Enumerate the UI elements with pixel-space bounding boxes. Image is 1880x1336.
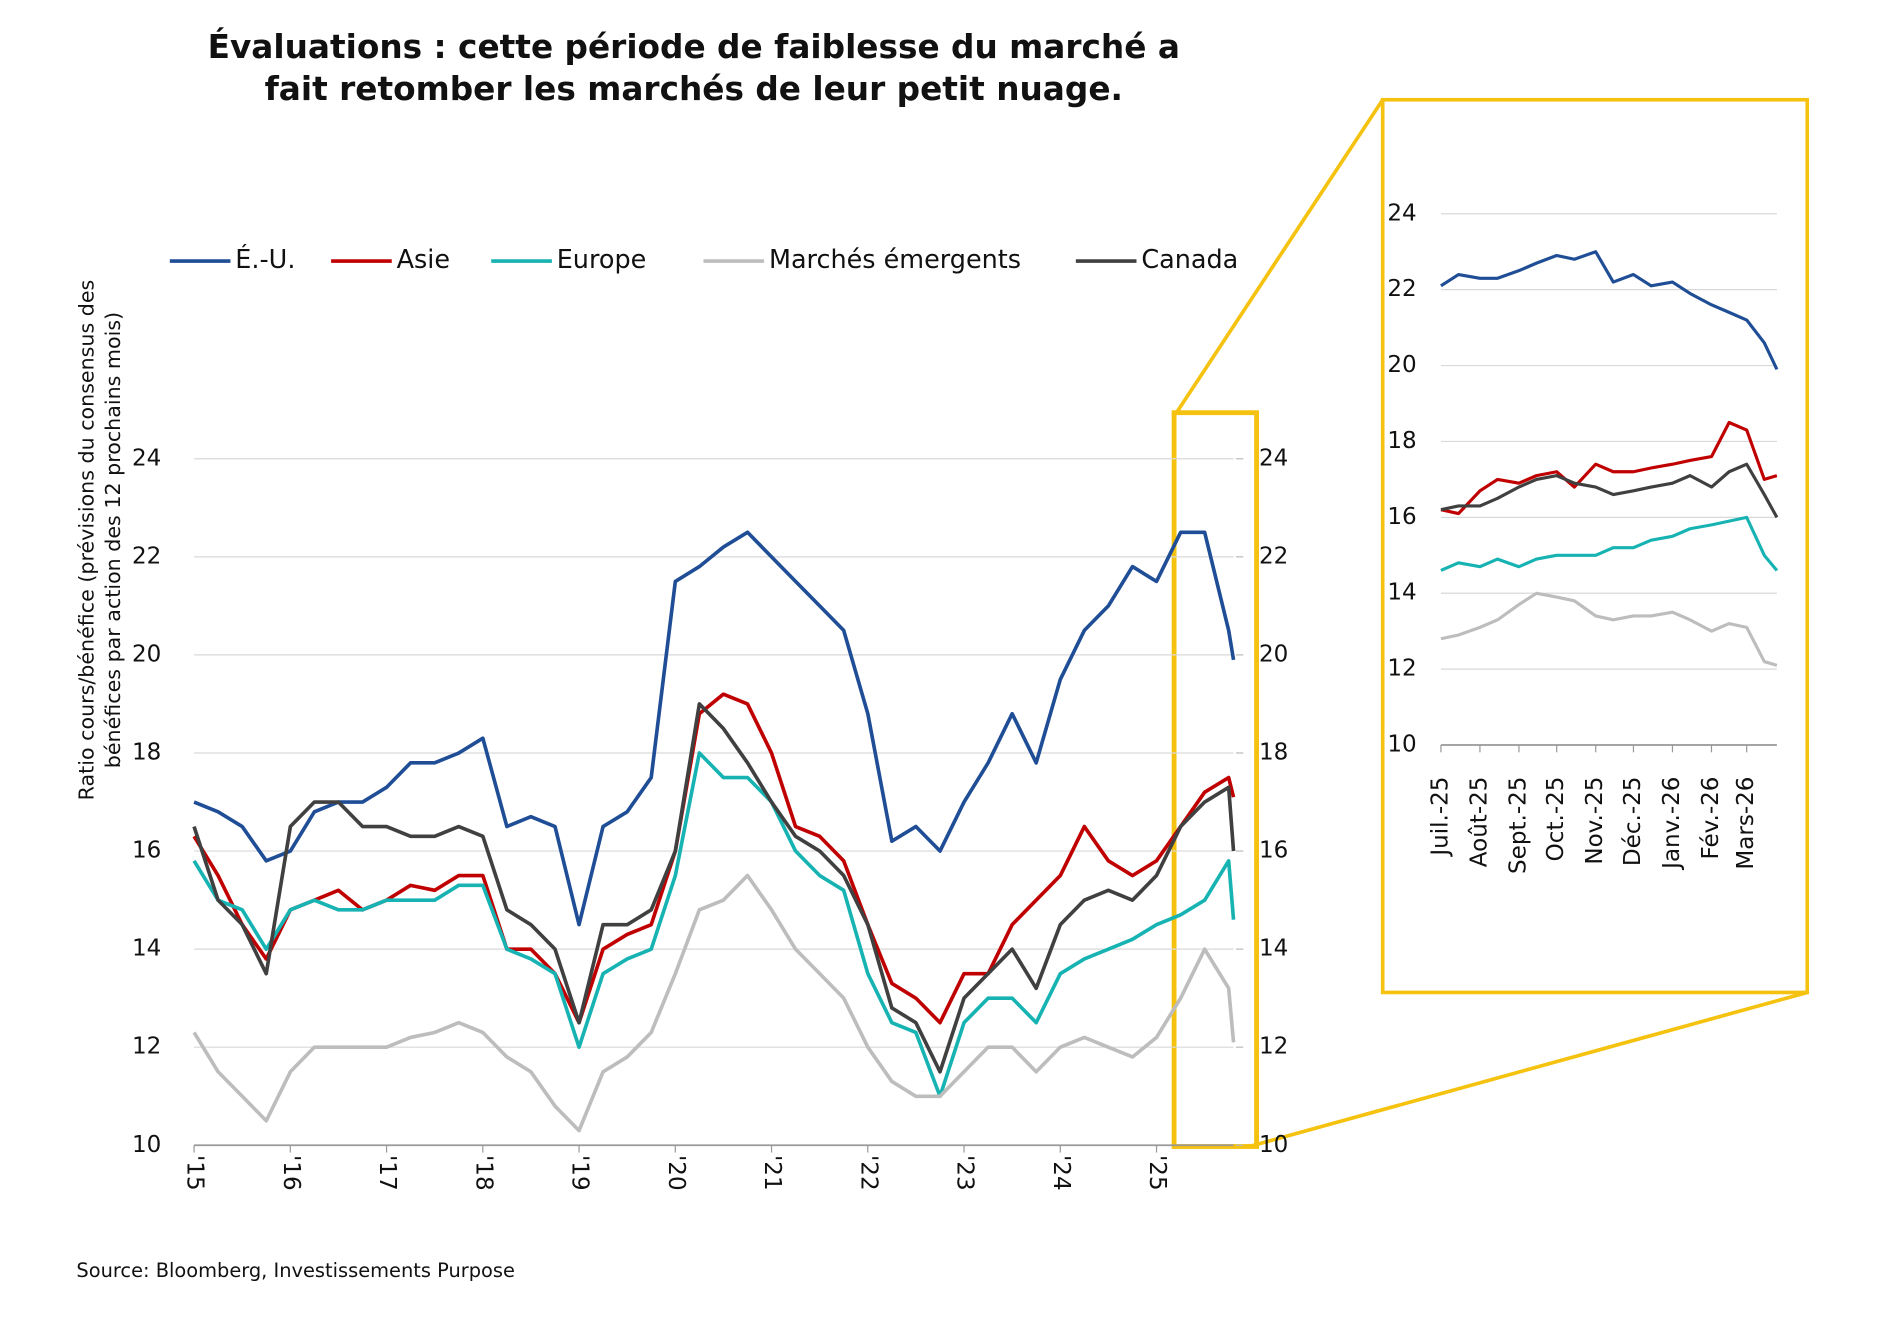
x-tick-label: Janv.-26 [1659, 777, 1685, 871]
x-tick-label: '19 [567, 1155, 593, 1191]
x-tick-label: Déc.-25 [1620, 777, 1646, 867]
y-tick-label: 18 [1387, 428, 1416, 454]
x-tick-group: Nov.-25 [1582, 777, 1608, 865]
y2-tick-label: 16 [1259, 838, 1288, 864]
series-line [192, 751, 1236, 1099]
series-line [192, 702, 1236, 1074]
x-tick-group: '24 [1048, 1155, 1074, 1191]
x-tick-label: '25 [1144, 1155, 1170, 1191]
y-tick-label: 14 [132, 936, 161, 962]
y-axis-label: bénéfices par action des 12 prochains mo… [101, 312, 125, 768]
x-tick-label: Mars-26 [1733, 777, 1759, 870]
y-tick-label: 10 [132, 1132, 161, 1158]
y-tick-label: 14 [1387, 580, 1416, 606]
y2-tick-label: 10 [1259, 1132, 1288, 1158]
x-tick-group: Déc.-25 [1620, 777, 1646, 867]
connector [1174, 98, 1385, 414]
y-tick-label: 18 [132, 739, 161, 765]
x-tick-group: Fév.-26 [1698, 777, 1724, 860]
x-tick-group: Mars-26 [1733, 777, 1759, 870]
x-tick-group: '20 [663, 1155, 689, 1191]
legend-label: Canada [1141, 245, 1238, 275]
series-line [192, 692, 1236, 1025]
y-tick-label: 12 [132, 1034, 161, 1060]
legend-label: Europe [557, 245, 647, 275]
x-tick-label: Sept.-25 [1505, 777, 1531, 874]
y-tick-label: 24 [132, 445, 161, 471]
legend-label: É.-U. [235, 245, 295, 275]
y-tick-label: 22 [132, 543, 161, 569]
y-tick-label: 10 [1387, 732, 1416, 758]
x-tick-label: '15 [182, 1155, 208, 1191]
y-tick-label: 22 [1387, 276, 1416, 302]
y2-tick-label: 18 [1259, 739, 1288, 765]
y2-tick-label: 20 [1259, 641, 1288, 667]
y-tick-label: 16 [132, 838, 161, 864]
series-line [1440, 591, 1778, 667]
y-tick-label: 24 [1387, 200, 1416, 226]
x-tick-label: Août-25 [1466, 777, 1492, 868]
x-tick-label: '22 [855, 1155, 881, 1191]
x-tick-group: '23 [952, 1155, 978, 1191]
source: Source: Bloomberg, Investissements Purpo… [76, 1259, 515, 1282]
x-tick-group: '16 [278, 1155, 304, 1191]
series-line [1440, 420, 1778, 516]
x-tick-group: Août-25 [1466, 777, 1492, 868]
zoom-box [1171, 410, 1259, 1149]
x-tick-group: Juil.-25 [1427, 777, 1453, 858]
x-tick-label: '21 [759, 1155, 785, 1191]
y2-tick-label: 22 [1259, 543, 1288, 569]
y-tick-label: 20 [1387, 352, 1416, 378]
x-tick-group: Sept.-25 [1505, 777, 1531, 874]
x-tick-label: '23 [952, 1155, 978, 1191]
chart-title: fait retomber les marchés de leur petit … [265, 70, 1123, 108]
x-tick-group: '18 [470, 1155, 496, 1191]
y2-tick-label: 24 [1259, 445, 1288, 471]
x-tick-group: '19 [567, 1155, 593, 1191]
y-tick-label: 16 [1387, 504, 1416, 530]
series-line [1440, 250, 1779, 371]
y2-tick-label: 14 [1259, 936, 1288, 962]
legend-label: Asie [397, 245, 450, 275]
x-tick-group: '25 [1144, 1155, 1170, 1191]
x-tick-label: Juil.-25 [1427, 777, 1453, 858]
y-tick-label: 12 [1387, 656, 1416, 682]
chart-title: Évaluations : cette période de faiblesse… [208, 28, 1180, 66]
x-tick-label: Nov.-25 [1582, 777, 1608, 865]
inset-frame [1380, 97, 1810, 995]
y2-tick-label: 12 [1259, 1034, 1288, 1060]
x-tick-label: '20 [663, 1155, 689, 1191]
x-tick-label: '24 [1048, 1155, 1074, 1191]
connector [1248, 990, 1808, 1149]
x-tick-group: '15 [182, 1155, 208, 1191]
y-tick-label: 20 [132, 641, 161, 667]
x-tick-group: Oct.-25 [1543, 777, 1569, 862]
x-tick-group: '17 [374, 1155, 400, 1191]
series-line [1440, 462, 1779, 519]
x-tick-label: Fév.-26 [1698, 777, 1724, 860]
legend-label: Marchés émergents [769, 245, 1021, 275]
x-tick-group: Janv.-26 [1659, 777, 1685, 871]
x-tick-label: Oct.-25 [1543, 777, 1569, 862]
series-line [192, 873, 1236, 1133]
x-tick-group: '22 [855, 1155, 881, 1191]
x-tick-label: '17 [374, 1155, 400, 1191]
series-line [1440, 515, 1779, 572]
x-tick-group: '21 [759, 1155, 785, 1191]
x-tick-label: '16 [278, 1155, 304, 1191]
series-line [193, 530, 1236, 927]
x-tick-label: '18 [470, 1155, 496, 1191]
y-axis-label: Ratio cours/bénéfice (prévisions du cons… [74, 280, 98, 801]
